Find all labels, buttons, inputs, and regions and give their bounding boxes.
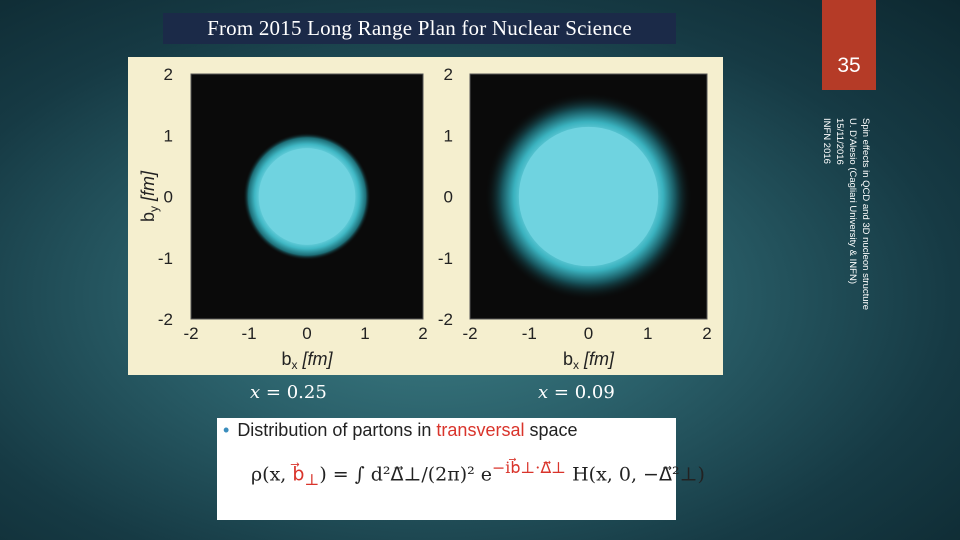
y-tick-label: 2 xyxy=(164,65,173,84)
x-tick-label: -2 xyxy=(462,324,477,343)
y-axis-label: by [fm] xyxy=(138,170,161,222)
x-tick-label: 0 xyxy=(584,324,593,343)
y-tick-label: 0 xyxy=(444,188,453,207)
x-tick-label: 1 xyxy=(360,324,369,343)
y-tick-label: 1 xyxy=(444,126,453,145)
bullet-suffix: space xyxy=(524,420,578,440)
x-axis-label: bx [fm] xyxy=(281,349,333,372)
x-tick-label: 0 xyxy=(302,324,311,343)
density-core-0 xyxy=(258,148,356,245)
y-tick-label: 0 xyxy=(164,188,173,207)
footer-line-author: U. D'Alesio (Cagliari University & INFN) xyxy=(847,118,858,284)
parton-density-figure: -2 -2 -1 -1 0 0 1 1 2 2 bx [fm] -2 -2 -1 -1 0 0 1 1 2 2 bx [f… xyxy=(128,57,723,375)
x-tick-label: -1 xyxy=(522,324,537,343)
parton-distribution-formula: ρ(x, b⃗⊥) = ∫ d²Δ⃗⊥/(2π)² e−ib⃗⊥·Δ⃗⊥ H(x… xyxy=(251,458,705,490)
left-x-caption: x = 0.25 xyxy=(250,382,327,403)
y-tick-label: -1 xyxy=(438,249,453,268)
y-tick-label: -2 xyxy=(438,310,453,329)
banner-title: From 2015 Long Range Plan for Nuclear Sc… xyxy=(163,13,676,44)
y-tick-label: -2 xyxy=(158,310,173,329)
y-tick-label: 1 xyxy=(164,126,173,145)
slide-footer-info: Spin effects in QCD and 3D nucleon struc… xyxy=(820,118,872,310)
y-tick-label: 2 xyxy=(444,65,453,84)
bullet-line: • Distribution of partons in transversal … xyxy=(223,420,578,441)
footer-line-title: Spin effects in QCD and 3D nucleon struc… xyxy=(860,118,871,311)
x-tick-label: -1 xyxy=(241,324,256,343)
footer-line-event: INFN 2016 xyxy=(821,118,832,164)
x-tick-label: 2 xyxy=(702,324,711,343)
x-tick-label: 2 xyxy=(418,324,427,343)
formula-box: • Distribution of partons in transversal … xyxy=(217,418,705,520)
density-core-1 xyxy=(518,126,659,267)
right-x-caption: x = 0.09 xyxy=(538,382,615,403)
bullet-highlight: transversal xyxy=(436,420,525,440)
density-plots-svg: -2 -2 -1 -1 0 0 1 1 2 2 bx [fm] -2 -2 -1 -1 0 0 1 1 2 2 bx [f… xyxy=(138,65,712,372)
footer-line-date: 15/11/2016 xyxy=(834,118,845,165)
x-axis-label: bx [fm] xyxy=(563,349,615,372)
x-tick-label: -2 xyxy=(183,324,198,343)
y-tick-label: -1 xyxy=(158,249,173,268)
slide-number: 35 xyxy=(822,0,876,90)
bullet-dot: • xyxy=(223,420,230,440)
x-tick-label: 1 xyxy=(643,324,652,343)
bullet-text: Distribution of partons in xyxy=(237,420,437,440)
